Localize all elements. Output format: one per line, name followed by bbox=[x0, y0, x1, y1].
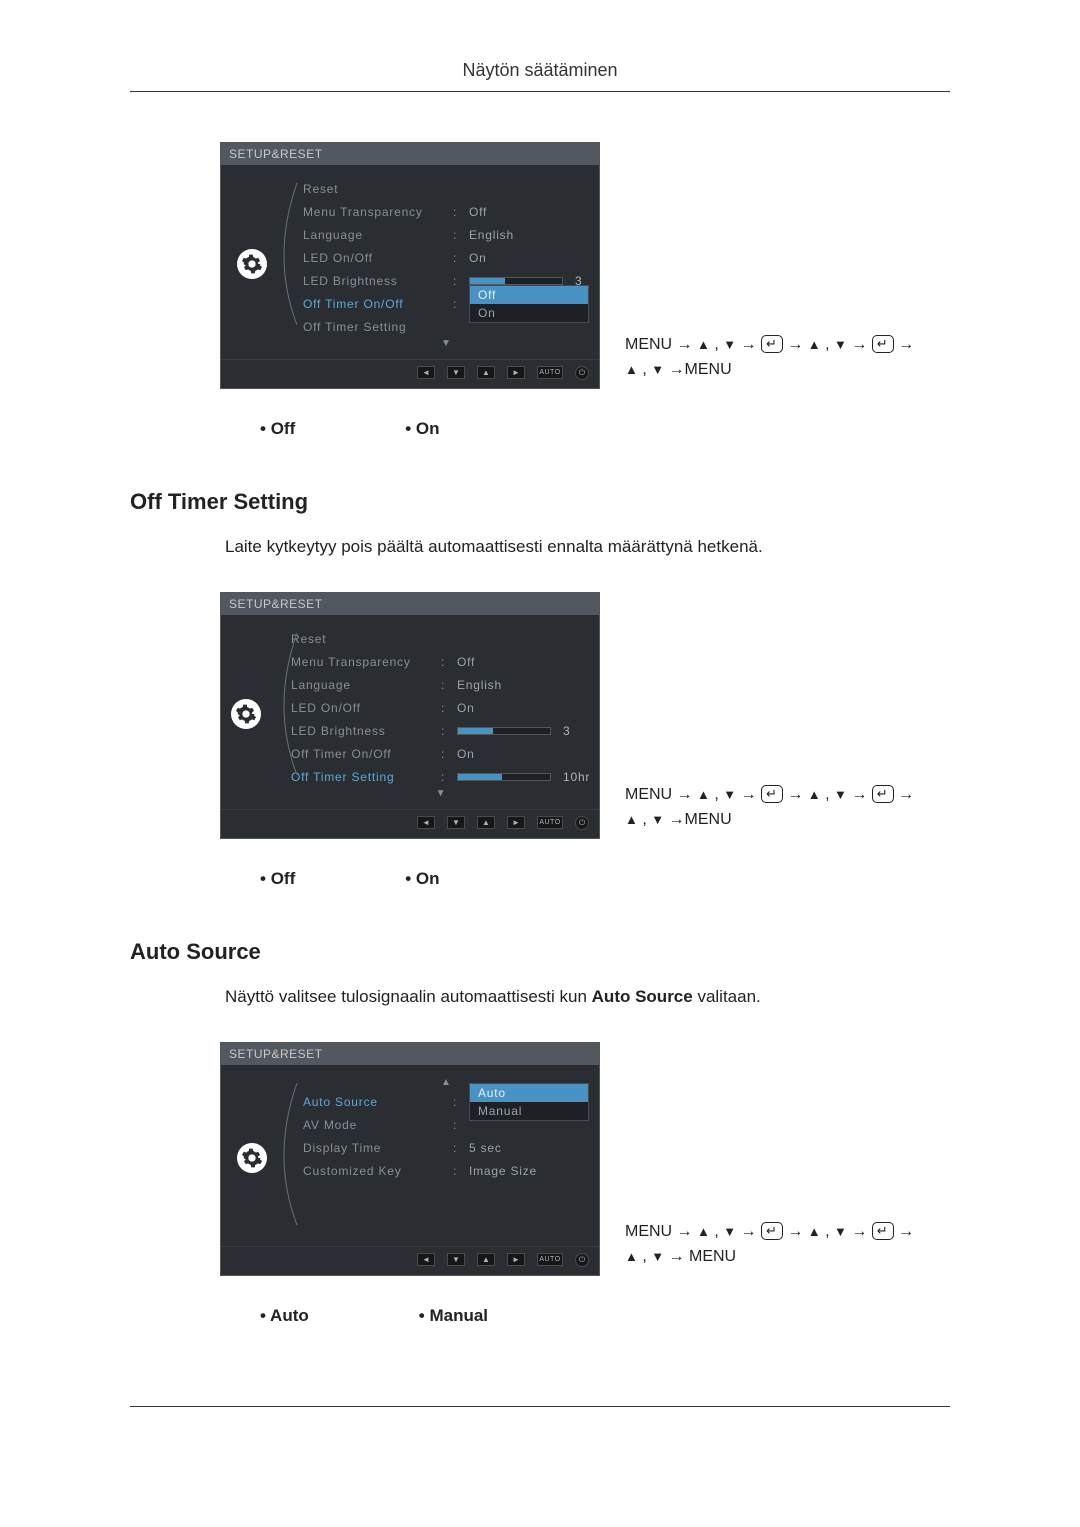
footer-right-icon: ► bbox=[507, 1253, 525, 1266]
osd-footer: ◄ ▼ ▲ ► AUTO ⏻ bbox=[221, 359, 599, 388]
brightness-slider: 3 bbox=[457, 724, 570, 738]
bullet-item: Off bbox=[260, 419, 295, 439]
menu-item: Language:English bbox=[291, 673, 590, 696]
dropdown: Off On bbox=[469, 285, 589, 323]
osd-panel-2: SETUP&RESET Reset Menu Transparency:Off … bbox=[220, 592, 600, 839]
menu-item: Reset bbox=[291, 627, 590, 650]
osd-header: SETUP&RESET bbox=[221, 143, 599, 165]
timer-slider: 10hr bbox=[457, 770, 590, 784]
menu-item: Reset bbox=[303, 177, 589, 200]
gear-icon bbox=[231, 699, 261, 729]
footer-down-icon: ▼ bbox=[447, 1253, 465, 1266]
menu-item: Off Timer On/Off:On bbox=[291, 742, 590, 765]
menu-item: LED Brightness: 3 bbox=[291, 719, 590, 742]
menu-item: Menu Transparency:Off bbox=[303, 200, 589, 223]
bullet-row: Auto Manual bbox=[260, 1306, 950, 1326]
osd-row-1: SETUP&RESET Reset Menu Transparency:Off … bbox=[220, 142, 950, 389]
footer-power-icon: ⏻ bbox=[575, 1253, 589, 1267]
header-rule bbox=[130, 91, 950, 92]
menu-item-highlight: Off Timer On/Off: Off On bbox=[303, 292, 589, 315]
footer-left-icon: ◄ bbox=[417, 366, 435, 379]
osd-arc bbox=[269, 177, 313, 327]
footer-rule bbox=[130, 1406, 950, 1407]
nav-sequence-2: MENU → ▲ , ▼ → ↵ → ▲ , ▼ → ↵ → ▲ , ▼ →ME… bbox=[625, 782, 925, 839]
bullet-item: Auto bbox=[260, 1306, 309, 1326]
nav-sequence-1: MENU → ▲ , ▼ → ↵ → ▲ , ▼ → ↵ → ▲ , ▼ →ME… bbox=[625, 332, 925, 389]
footer-left-icon: ◄ bbox=[417, 816, 435, 829]
footer-down-icon: ▼ bbox=[447, 366, 465, 379]
osd-header: SETUP&RESET bbox=[221, 1043, 599, 1065]
menu-item: Customized Key:Image Size bbox=[303, 1159, 589, 1182]
osd-footer: ◄ ▼ ▲ ► AUTO ⏻ bbox=[221, 809, 599, 838]
section-title: Off Timer Setting bbox=[130, 489, 950, 515]
footer-up-icon: ▲ bbox=[477, 1253, 495, 1266]
bullet-item: On bbox=[405, 869, 439, 889]
menu-item: Language:English bbox=[303, 223, 589, 246]
dropdown-option: On bbox=[470, 304, 588, 322]
osd-header: SETUP&RESET bbox=[221, 593, 599, 615]
footer-auto-btn: AUTO bbox=[537, 1253, 563, 1266]
bullet-row: Off On bbox=[260, 419, 950, 439]
dropdown-option: Off bbox=[470, 286, 588, 304]
osd-arc bbox=[269, 1077, 313, 1227]
gear-icon bbox=[237, 1143, 267, 1173]
osd-row-3: SETUP&RESET ▲ Auto Source: Auto bbox=[220, 1042, 950, 1276]
menu-item: Display Time:5 sec bbox=[303, 1136, 589, 1159]
bullet-item: Off bbox=[260, 869, 295, 889]
continue-indicator: ▼ bbox=[291, 788, 590, 801]
footer-up-icon: ▲ bbox=[477, 816, 495, 829]
osd-footer: ◄ ▼ ▲ ► AUTO ⏻ bbox=[221, 1246, 599, 1275]
osd-row-2: SETUP&RESET Reset Menu Transparency:Off … bbox=[220, 592, 950, 839]
footer-up-icon: ▲ bbox=[477, 366, 495, 379]
footer-auto-btn: AUTO bbox=[537, 366, 563, 379]
menu-item: LED On/Off:On bbox=[291, 696, 590, 719]
menu-item: Menu Transparency:Off bbox=[291, 650, 590, 673]
footer-auto-btn: AUTO bbox=[537, 816, 563, 829]
osd-panel-3: SETUP&RESET ▲ Auto Source: Auto bbox=[220, 1042, 600, 1276]
footer-right-icon: ► bbox=[507, 816, 525, 829]
footer-power-icon: ⏻ bbox=[575, 816, 589, 830]
dropdown: Auto Manual bbox=[469, 1083, 589, 1121]
section-desc: Näyttö valitsee tulosignaalin automaatti… bbox=[225, 987, 950, 1007]
footer-power-icon: ⏻ bbox=[575, 366, 589, 380]
bullet-row: Off On bbox=[260, 869, 950, 889]
menu-item-highlight: Auto Source: Auto Manual bbox=[303, 1090, 589, 1113]
footer-down-icon: ▼ bbox=[447, 816, 465, 829]
menu-item-highlight: Off Timer Setting: 10hr bbox=[291, 765, 590, 788]
section-title: Auto Source bbox=[130, 939, 950, 965]
continue-indicator: ▼ bbox=[303, 338, 589, 351]
bullet-item: On bbox=[405, 419, 439, 439]
footer-right-icon: ► bbox=[507, 366, 525, 379]
section-desc: Laite kytkeytyy pois päältä automaattise… bbox=[225, 537, 950, 557]
page-title: Näytön säätäminen bbox=[130, 60, 950, 81]
osd-panel-1: SETUP&RESET Reset Menu Transparency:Off … bbox=[220, 142, 600, 389]
dropdown-option: Auto bbox=[470, 1084, 588, 1102]
gear-icon bbox=[237, 249, 267, 279]
osd-arc bbox=[269, 627, 313, 777]
bullet-item: Manual bbox=[419, 1306, 488, 1326]
footer-left-icon: ◄ bbox=[417, 1253, 435, 1266]
menu-item: LED On/Off:On bbox=[303, 246, 589, 269]
nav-sequence-3: MENU → ▲ , ▼ → ↵ → ▲ , ▼ → ↵ → ▲ , ▼ → M… bbox=[625, 1219, 925, 1276]
dropdown-option: Manual bbox=[470, 1102, 588, 1120]
